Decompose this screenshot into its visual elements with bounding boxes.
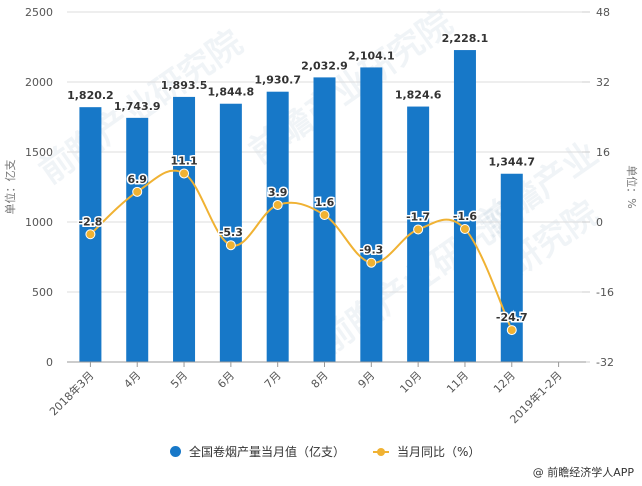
y-axis-right-title: 单位：% (625, 165, 639, 208)
x-tick-label: 11月 (444, 369, 471, 396)
line-value-label: -9.3 (359, 244, 383, 257)
x-tick-label: 7月 (262, 369, 284, 391)
line-value-label: 3.9 (268, 186, 288, 199)
line-point[interactable] (459, 224, 470, 234)
line-point[interactable] (225, 240, 236, 251)
y-left-tick-label: 500 (32, 286, 53, 299)
line-point[interactable] (319, 210, 330, 220)
bar-value-label: 1,344.7 (488, 156, 535, 169)
bar-value-label: 1,844.8 (208, 86, 255, 99)
y-axis-left-title: 单位：亿支 (3, 160, 17, 215)
line-point[interactable] (413, 224, 424, 235)
line-point[interactable] (366, 257, 377, 268)
y-left-tick-label: 1000 (25, 216, 53, 229)
y-right-tick-label: 0 (596, 216, 603, 229)
y-right-tick-label: 16 (596, 146, 610, 159)
bar-value-label: 1,930.7 (254, 74, 301, 87)
line-value-label: -24.7 (496, 311, 528, 324)
y-right-tick-label: 32 (596, 76, 610, 89)
legend-circle-icon (170, 446, 181, 457)
bar[interactable] (173, 96, 196, 362)
legend-item-yoy[interactable]: 当月同比（%） (373, 443, 480, 460)
line-value-label: 1.6 (315, 196, 335, 209)
legend-item-production[interactable]: 全国卷烟产量当月值（亿支） (170, 443, 345, 460)
legend: 全国卷烟产量当月值（亿支） 当月同比（%） (170, 443, 508, 460)
source-credit: @ 前瞻经济学人APP (532, 466, 634, 479)
legend-label: 当月同比（%） (397, 445, 481, 459)
y-right-tick-label: -32 (596, 356, 614, 369)
y-left-tick-label: 2500 (25, 6, 53, 19)
legend-label: 全国卷烟产量当月值（亿支） (189, 445, 346, 459)
x-tick-label: 4月 (121, 369, 143, 391)
x-tick-label: 2018年3月 (46, 368, 96, 418)
legend-line-marker-icon (373, 447, 390, 456)
y-right-tick-label: -16 (596, 286, 614, 299)
bar-value-label: 2,032.9 (301, 59, 348, 72)
bar[interactable] (126, 117, 149, 362)
x-tick-label: 8月 (309, 369, 331, 391)
yoy-line (89, 169, 513, 331)
bar-value-label: 1,824.6 (395, 89, 442, 102)
line-value-label: 6.9 (127, 173, 147, 186)
data-labels: 1,820.21,743.91,893.51,844.81,930.72,032… (66, 31, 536, 325)
x-tick-label: 12月 (491, 369, 518, 396)
x-tick-label: 5月 (168, 369, 190, 391)
line-point[interactable] (85, 229, 96, 240)
bar-series (79, 50, 523, 363)
bar[interactable] (219, 103, 242, 362)
bar[interactable] (266, 91, 289, 363)
line-point[interactable] (272, 199, 283, 210)
line-value-label: -1.6 (453, 210, 477, 223)
line-series (85, 168, 517, 336)
line-point[interactable] (132, 186, 143, 197)
y-left-tick-label: 0 (46, 356, 53, 369)
bar-value-label: 2,228.1 (442, 32, 489, 45)
bar-value-label: 2,104.1 (348, 49, 395, 62)
y-right-tick-label: 48 (596, 6, 610, 19)
x-tick-label: 6月 (215, 369, 237, 391)
bar-value-label: 1,893.5 (161, 79, 208, 92)
line-value-label: -2.8 (78, 215, 102, 228)
x-tick-label: 9月 (356, 369, 378, 391)
bar[interactable] (360, 67, 383, 363)
y-left-tick-label: 2000 (25, 76, 53, 89)
y-left-tick-label: 1500 (25, 146, 53, 159)
line-value-label: 11.1 (170, 154, 197, 167)
bar[interactable] (453, 50, 476, 362)
line-point[interactable] (179, 168, 190, 179)
bar-value-label: 1,743.9 (114, 100, 161, 113)
line-point[interactable] (506, 325, 517, 336)
line-value-label: -1.7 (406, 210, 430, 223)
x-tick-label: 10月 (397, 369, 424, 396)
line-value-label: -5.3 (219, 226, 243, 239)
bar-value-label: 1,820.2 (67, 89, 114, 102)
